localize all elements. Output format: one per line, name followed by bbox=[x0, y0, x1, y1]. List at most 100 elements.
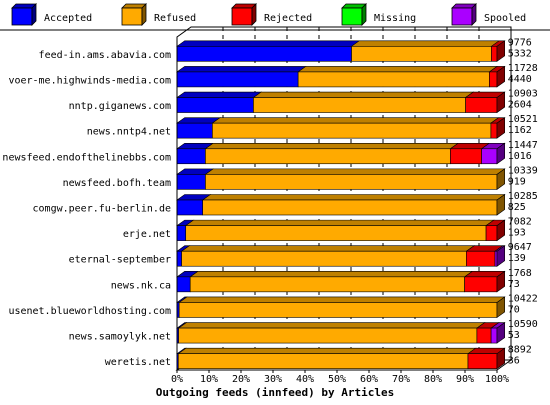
bar-segment-top bbox=[177, 322, 486, 329]
bar-segment bbox=[489, 71, 498, 88]
bar-segment bbox=[176, 225, 187, 241]
x-tick-label: 0% bbox=[171, 374, 183, 385]
legend: Accepted Refused Rejected Missing Spooled bbox=[11, 3, 526, 26]
bar-segment bbox=[178, 302, 498, 318]
legend-swatch bbox=[341, 7, 363, 26]
accepted-label: 825 bbox=[508, 202, 526, 213]
bar-segment bbox=[351, 46, 492, 62]
bar-segment bbox=[490, 122, 498, 139]
bar-segment bbox=[176, 97, 254, 113]
category-label: weretis.net bbox=[105, 357, 171, 368]
bar-segment bbox=[176, 122, 213, 139]
bar-segment bbox=[205, 148, 451, 165]
bar-segment bbox=[176, 71, 299, 88]
bar-segment bbox=[176, 174, 206, 190]
bar-segment-top bbox=[189, 271, 474, 278]
legend-swatch bbox=[11, 7, 33, 26]
bar-segment bbox=[450, 148, 482, 165]
offered-label: 11728 bbox=[508, 63, 538, 74]
category-label: nntp.giganews.com bbox=[69, 101, 171, 112]
bar-segment bbox=[178, 327, 478, 344]
bar-segment-side bbox=[496, 65, 506, 88]
bar-segment-top bbox=[211, 117, 500, 124]
bar-segment-side bbox=[496, 117, 506, 139]
accepted-label: 70 bbox=[508, 304, 520, 315]
accepted-label: 5332 bbox=[508, 48, 532, 59]
bar-segment bbox=[476, 327, 492, 344]
bar-segment bbox=[176, 46, 352, 62]
accepted-label: 1016 bbox=[508, 151, 532, 162]
category-label: feed-in.ams.abavia.com bbox=[39, 50, 171, 61]
category-label: news.nk.ca bbox=[111, 280, 171, 291]
offered-label: 8892 bbox=[508, 345, 532, 356]
legend-swatch bbox=[451, 7, 473, 26]
bar-segment bbox=[465, 97, 498, 113]
bar-segment-top bbox=[176, 91, 263, 98]
bar-segment-side bbox=[496, 296, 506, 319]
accepted-label: 36 bbox=[508, 356, 520, 367]
bar-segment-top bbox=[204, 142, 460, 150]
x-tick-label: 40% bbox=[296, 374, 314, 385]
bar-segment-side bbox=[496, 347, 506, 370]
bar-segment bbox=[181, 250, 467, 267]
bar-segment bbox=[253, 97, 466, 113]
offered-label: 10339 bbox=[508, 165, 538, 176]
offered-label: 10521 bbox=[508, 114, 538, 125]
bar-segment bbox=[491, 46, 498, 62]
bar-segment bbox=[212, 122, 492, 139]
x-tick-label: 50% bbox=[328, 374, 346, 385]
offered-label: 10590 bbox=[508, 319, 538, 330]
bar-segment-top bbox=[176, 66, 307, 73]
bar-segment bbox=[189, 276, 465, 293]
x-tick-label: 30% bbox=[264, 374, 282, 385]
x-tick-label: 70% bbox=[392, 374, 410, 385]
axes: 0% 10% 20% 30% 40% 50% 60% 70% 80% 90% 100% bbox=[171, 37, 509, 385]
bars bbox=[176, 40, 506, 370]
bar-segment-side bbox=[496, 245, 506, 267]
bar-segment-top bbox=[297, 66, 499, 73]
bar-segment-side bbox=[496, 321, 506, 344]
bar-segment bbox=[177, 353, 469, 369]
category-label: usenet.blueworldhosting.com bbox=[8, 306, 171, 317]
accepted-label: 2604 bbox=[508, 100, 532, 111]
offered-label: 9776 bbox=[508, 37, 532, 48]
bar-segment bbox=[176, 250, 182, 267]
legend-label: Refused bbox=[154, 13, 196, 24]
bar-segment-top bbox=[201, 194, 506, 201]
accepted-label: 139 bbox=[508, 253, 526, 264]
legend-swatch bbox=[231, 7, 253, 26]
accepted-label: 73 bbox=[508, 279, 520, 290]
x-tick-label: 20% bbox=[232, 374, 250, 385]
legend-swatch-side bbox=[471, 3, 477, 26]
bar-segment bbox=[176, 148, 206, 165]
x-tick-label: 10% bbox=[200, 374, 218, 385]
legend-swatch-side bbox=[31, 3, 37, 26]
legend-swatch-side bbox=[141, 3, 147, 26]
offered-label: 10285 bbox=[508, 191, 538, 202]
legend-swatch-side bbox=[251, 3, 257, 26]
accepted-label: 1162 bbox=[508, 125, 532, 136]
accepted-label: 4440 bbox=[508, 74, 532, 85]
bar-segment-side bbox=[496, 168, 506, 190]
bar-segment-top bbox=[184, 219, 495, 226]
category-label: voer-me.highwinds-media.com bbox=[8, 75, 171, 86]
x-tick-label: 90% bbox=[456, 374, 474, 385]
bar-segment bbox=[176, 199, 203, 216]
category-label: newsfeed.endofthelinebbs.com bbox=[2, 152, 171, 163]
offered-label: 7082 bbox=[508, 217, 532, 228]
offered-label: 10422 bbox=[508, 293, 538, 304]
legend-label: Spooled bbox=[484, 13, 526, 24]
bar-segment bbox=[485, 225, 498, 241]
category-label: erje.net bbox=[123, 229, 171, 240]
legend-swatch-side bbox=[361, 3, 367, 26]
bar-segment bbox=[464, 276, 498, 293]
accepted-label: 919 bbox=[508, 176, 526, 187]
legend-label: Accepted bbox=[44, 13, 92, 24]
bar-segment-side bbox=[496, 40, 506, 62]
bar-segment-side bbox=[496, 219, 506, 242]
bar-segment-top bbox=[176, 40, 361, 47]
offered-label: 10903 bbox=[508, 89, 538, 100]
bar-segment-top bbox=[252, 91, 475, 98]
